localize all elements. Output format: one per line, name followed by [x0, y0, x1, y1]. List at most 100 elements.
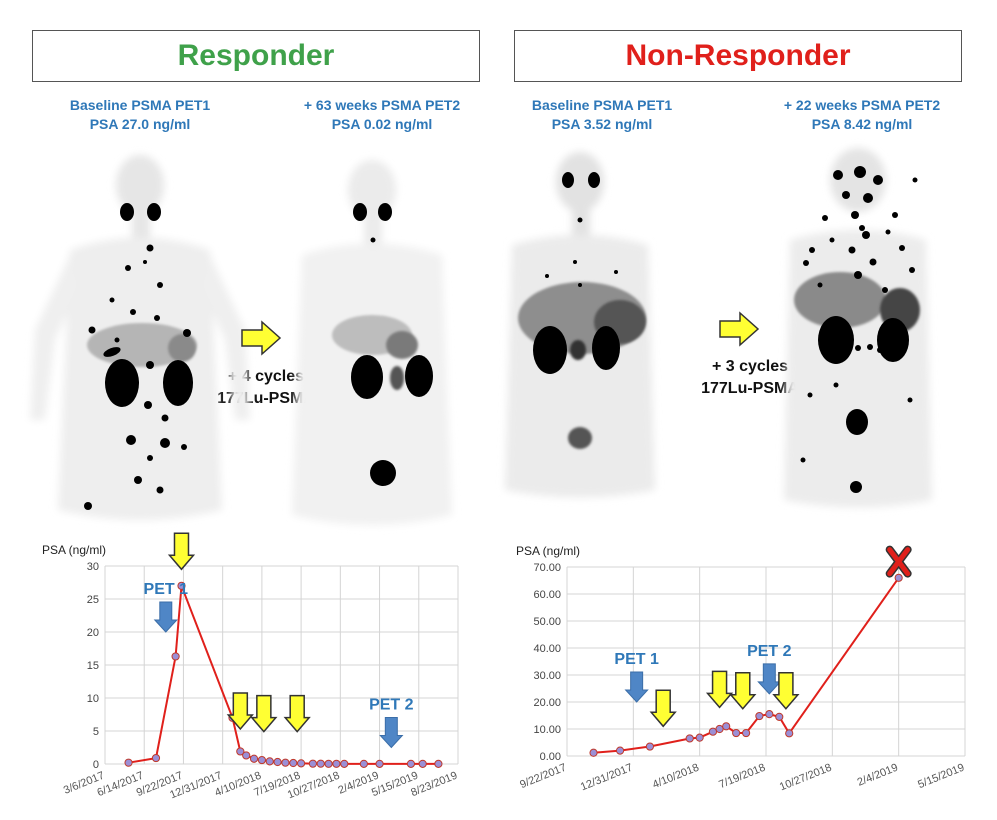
responder-data-point [257, 755, 266, 765]
non-responder-data-point [589, 748, 598, 757]
non-responder-data-point [695, 733, 704, 742]
non-responder-pet1-scan [505, 152, 655, 498]
responder-psa-chart: PSA (ng/ml)0510152025303/6/20176/14/2017… [42, 532, 459, 801]
non-responder-data-point [645, 742, 655, 751]
non-responder-pet-label: PET 1 [614, 651, 659, 668]
non-responder-ylabel: PSA (ng/ml) [516, 544, 580, 558]
responder-cycle-arrow [167, 532, 196, 571]
non-responder-xtick-label: 9/22/2017 [518, 762, 568, 791]
responder-data-point [171, 652, 180, 661]
responder-pet1-scan [30, 155, 250, 520]
responder-ylabel: PSA (ng/ml) [42, 543, 106, 557]
responder-ytick-label: 10 [87, 693, 99, 705]
non-responder-data-point [732, 728, 741, 738]
responder-data-point [316, 759, 325, 768]
non-responder-data-point [775, 712, 784, 721]
non-responder-pet2-label: + 22 weeks PSMA PET2 PSA 8.42 ng/ml [762, 96, 962, 134]
non-responder-psa-chart: PSA (ng/ml) 0.00 10.00 20.00 30.00 40.00 50.00… [516, 544, 966, 793]
responder-data-point [406, 759, 416, 768]
non-responder-data-point [765, 710, 774, 719]
non-responder-ytick-label: 0.00 [540, 751, 561, 763]
responder-ytick-label: 20 [87, 627, 99, 639]
non-responder-data-point [742, 728, 751, 738]
non-responder-cycle-arrow [705, 670, 734, 709]
responder-treatment-arrow [241, 320, 282, 356]
responder-cycle-arrow [283, 694, 311, 733]
non-responder-ytick-label: 50.00 [533, 616, 561, 628]
responder-data-point [273, 757, 282, 767]
non-responder-cycle-arrow [729, 672, 757, 710]
non-responder-xtick-label: 7/19/2018 [717, 762, 767, 791]
responder-pet2-label: + 63 weeks PSMA PET2 PSA 0.02 ng/ml [282, 96, 482, 134]
responder-data-point [297, 759, 306, 768]
non-responder-data-point [715, 724, 724, 734]
non-responder-ytick-label: 40.00 [533, 643, 561, 655]
responder-data-point [418, 759, 427, 768]
responder-data-point [359, 759, 368, 768]
non-responder-pet2-line2: PSA 8.42 ng/ml [811, 116, 913, 132]
responder-data-point [434, 759, 443, 768]
responder-data-point [332, 759, 341, 768]
non-responder-data-point [755, 711, 764, 721]
non-responder-x-mark [887, 547, 911, 577]
non-responder-ytick-label: 70.00 [533, 562, 561, 574]
non-responder-treatment-arrow [719, 311, 760, 347]
non-responder-data-point [615, 746, 625, 755]
non-responder-pet1-line1: Baseline PSMA PET1 [531, 97, 673, 113]
non-responder-treatment-line1: + 3 cycles [711, 358, 789, 375]
non-responder-ytick-label: 30.00 [533, 670, 561, 682]
non-responder-xtick-label: 12/31/2017 [579, 762, 635, 794]
non-responder-pet-arrow [624, 671, 649, 703]
responder-data-point [308, 759, 317, 768]
responder-data-point [236, 747, 245, 756]
responder-pet-label: PET 1 [144, 581, 189, 598]
responder-ytick-label: 15 [87, 660, 99, 672]
responder-data-point [289, 758, 298, 768]
responder-title: Responder [32, 30, 480, 82]
non-responder-title: Non-Responder [514, 30, 962, 82]
non-responder-ytick-label: 20.00 [533, 697, 561, 709]
non-responder-data-point [785, 729, 794, 738]
non-responder-xtick-label: 5/15/2019 [916, 762, 966, 791]
non-responder-treatment-line2: 177Lu-PSMA [701, 380, 799, 397]
responder-cycle-arrow [226, 692, 254, 731]
responder-pet-label: PET 2 [369, 697, 414, 714]
non-responder-data-point [685, 734, 694, 743]
non-responder-pet1-line2: PSA 3.52 ng/ml [551, 116, 653, 132]
responder-data-point [177, 581, 186, 590]
responder-ytick-label: 5 [93, 726, 99, 738]
responder-pet1-label: Baseline PSMA PET1 PSA 27.0 ng/ml [40, 96, 240, 134]
non-responder-data-point [722, 722, 731, 731]
non-responder-data-point [894, 573, 903, 582]
non-responder-xtick-label: 10/27/2018 [778, 762, 834, 794]
responder-pet2-line1: + 63 weeks PSMA PET2 [303, 97, 461, 113]
responder-cycle-arrow [250, 694, 278, 733]
responder-data-point [324, 759, 333, 768]
non-responder-pet2-scan [784, 148, 932, 508]
responder-ytick-label: 25 [87, 594, 99, 606]
responder-pet1-line1: Baseline PSMA PET1 [69, 97, 211, 113]
responder-pet2-line2: PSA 0.02 ng/ml [331, 116, 433, 132]
responder-data-point [124, 758, 133, 767]
non-responder-cycle-arrow [772, 672, 800, 710]
non-responder-pet-label: PET 2 [747, 643, 792, 660]
non-responder-data-point [708, 727, 718, 736]
non-responder-pet2-line1: + 22 weeks PSMA PET2 [783, 97, 941, 113]
non-responder-xtick-label: 2/4/2019 [856, 762, 900, 789]
responder-data-point [265, 757, 274, 766]
non-responder-cycle-arrow [649, 689, 677, 728]
non-responder-pet1-label: Baseline PSMA PET1 PSA 3.52 ng/ml [502, 96, 702, 134]
responder-data-point [375, 759, 384, 768]
responder-ytick-label: 0 [93, 759, 99, 771]
responder-pet1-line2: PSA 27.0 ng/ml [89, 116, 191, 132]
responder-data-point [151, 753, 161, 763]
non-responder-treatment-label: + 3 cycles 177Lu-PSMA [680, 356, 820, 400]
responder-pet-arrow [379, 717, 404, 749]
non-responder-xtick-label: 4/10/2018 [651, 762, 701, 791]
non-responder-ytick-label: 60.00 [533, 589, 561, 601]
responder-data-point [242, 751, 251, 760]
responder-data-point [249, 754, 259, 763]
responder-pet-arrow [153, 601, 178, 633]
responder-pet2-scan [292, 160, 452, 525]
